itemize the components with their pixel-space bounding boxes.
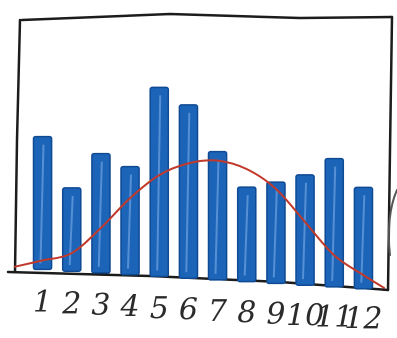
- bar-highlight: [97, 161, 103, 267]
- stray-stroke: [387, 189, 397, 256]
- x-tick-label-10: 10: [286, 299, 324, 334]
- bar-highlight: [214, 159, 220, 274]
- x-tick-label-3: 3: [91, 288, 110, 323]
- bar-highlight: [156, 95, 162, 271]
- bars-layer: [32, 86, 374, 290]
- chart-frame-top: [20, 12, 394, 22]
- bar-highlight: [243, 195, 249, 276]
- bar-3: [91, 152, 111, 274]
- x-tick-label-2: 2: [61, 287, 81, 322]
- bar-highlight: [302, 182, 307, 280]
- x-tick-label-11: 11: [315, 300, 353, 335]
- x-tick-label-8: 8: [237, 296, 256, 331]
- bar-highlight: [39, 144, 45, 264]
- bar-highlight: [185, 112, 191, 273]
- x-tick-label-7: 7: [208, 294, 228, 329]
- bar-10: [295, 174, 315, 286]
- bar-1: [32, 135, 53, 271]
- bar-6: [178, 104, 199, 279]
- bar-4: [120, 165, 140, 276]
- bar-highlight: [331, 166, 337, 281]
- bar-9: [266, 181, 286, 285]
- bar-7: [207, 150, 228, 281]
- chart-frame-left: [13, 18, 22, 274]
- bar-highlight: [127, 174, 132, 269]
- bar-2: [61, 187, 82, 272]
- bar-11: [324, 157, 345, 288]
- bar-8: [236, 186, 257, 283]
- bar-12: [353, 186, 374, 290]
- x-tick-label-6: 6: [179, 293, 198, 328]
- x-tick-label-4: 4: [120, 290, 140, 325]
- x-tick-label-5: 5: [150, 291, 169, 326]
- x-tick-label-1: 1: [33, 285, 52, 320]
- bar-highlight: [360, 195, 366, 283]
- line-layer: [14, 159, 385, 289]
- trend-line: [14, 159, 385, 289]
- x-tick-label-9: 9: [266, 297, 285, 332]
- bar-5: [149, 86, 170, 278]
- x-tick-label-12: 12: [344, 302, 382, 337]
- bar-highlight: [272, 190, 278, 278]
